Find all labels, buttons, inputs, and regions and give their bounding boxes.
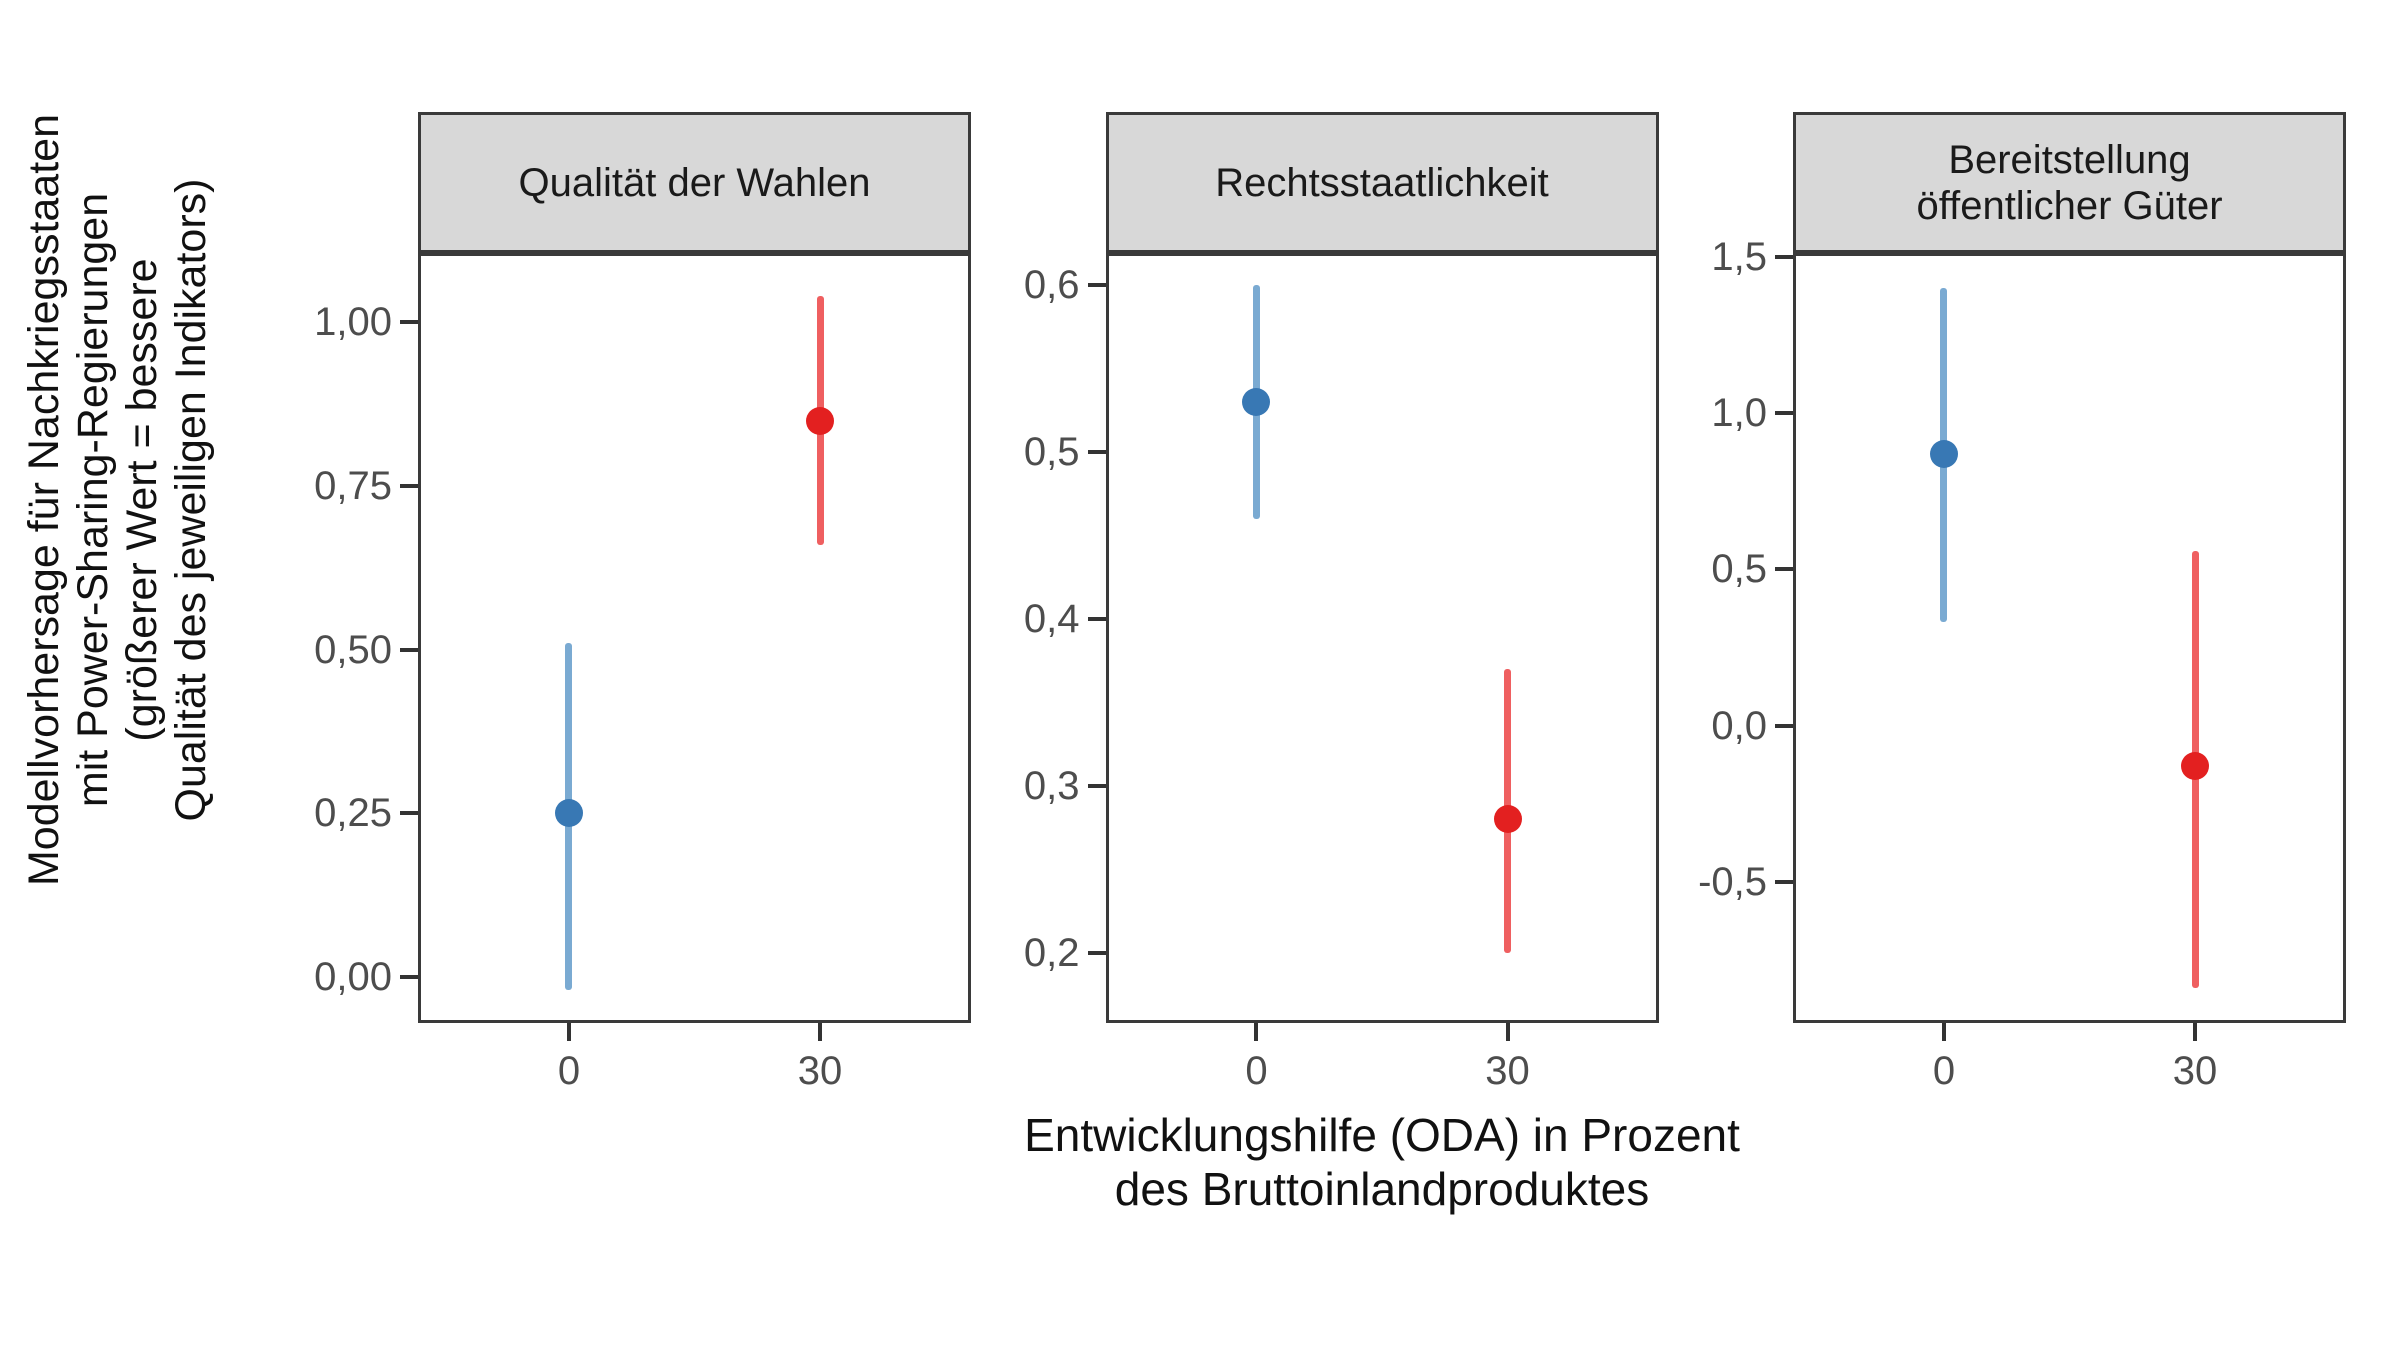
y-tick-mark (400, 484, 418, 489)
y-tick-label: 0,50 (314, 627, 392, 672)
y-axis-title: Modellvorhersage für Nachkriegsstaaten mi… (18, 60, 218, 940)
y-axis-title-line: Qualität des jeweiligen Indikators) (167, 178, 215, 822)
facet-plot-area (1105, 253, 1659, 1023)
y-tick-mark (400, 320, 418, 325)
x-tick-mark (818, 1023, 823, 1041)
y-tick-mark (1775, 723, 1793, 728)
facet-title-line: Bereitstellung (1948, 137, 2191, 182)
facet-title: Qualität der Wahlen (518, 160, 870, 206)
facet-header: Qualität der Wahlen (418, 112, 971, 253)
y-tick-label: 1,00 (314, 300, 392, 345)
facet-title: Rechtsstaatlichkeit (1215, 160, 1548, 206)
blue-point-estimate (1242, 387, 1271, 416)
y-axis-title-line: (größerer Wert = bessere (118, 258, 166, 742)
y-tick-mark (1087, 449, 1106, 454)
y-tick-mark (1087, 282, 1106, 287)
y-tick-label: 0,75 (314, 464, 392, 509)
y-tick-mark (400, 975, 418, 980)
y-tick-mark (1775, 411, 1793, 415)
x-tick-mark (1505, 1023, 1510, 1041)
x-tick-label: 0 (1245, 1049, 1268, 1093)
facet-title-line: Qualität der Wahlen (518, 160, 871, 205)
red-point-estimate (806, 406, 835, 435)
y-axis-title-line: mit Power-Sharing-Regierungen (69, 192, 117, 808)
y-tick-label: 0,5 (1711, 547, 1767, 592)
facet-plot-area (1793, 253, 2346, 1023)
y-tick-mark (1775, 254, 1793, 259)
x-tick-label: 0 (1932, 1049, 1956, 1093)
x-tick-mark (2193, 1023, 2198, 1041)
y-tick-label: 1,0 (1711, 391, 1767, 435)
x-tick-label: 30 (2172, 1049, 2218, 1093)
facet-title-line: Rechtsstaatlichkeit (1215, 160, 1549, 205)
x-tick-label: 30 (797, 1049, 843, 1093)
x-axis-title: Entwicklungshilfe (ODA) in Prozent des Br… (418, 1108, 2346, 1216)
red-point-estimate (2181, 752, 2210, 781)
x-tick-label: 0 (557, 1049, 581, 1093)
y-tick-mark (1775, 879, 1793, 884)
facet-title-line: öffentlicher Güter (1916, 183, 2223, 228)
y-tick-label: 0,5 (1023, 429, 1080, 474)
facet-header: Rechtsstaatlichkeit (1105, 112, 1659, 253)
blue-point-estimate (1929, 439, 1958, 468)
x-axis-title-line: Entwicklungshilfe (ODA) in Prozent (1024, 1109, 1740, 1161)
x-tick-mark (566, 1023, 571, 1041)
y-tick-mark (1087, 616, 1106, 621)
blue-point-estimate (554, 799, 583, 828)
x-tick-label: 30 (1485, 1049, 1530, 1093)
y-tick-label: 0,00 (314, 955, 392, 1000)
y-tick-mark (400, 811, 418, 816)
y-tick-label: 0,0 (1711, 703, 1767, 748)
y-tick-mark (1087, 950, 1106, 955)
x-tick-mark (1254, 1023, 1259, 1041)
y-tick-label: 0,4 (1023, 596, 1080, 641)
y-tick-label: -0,5 (1698, 859, 1767, 904)
y-tick-label: 0,3 (1023, 763, 1080, 808)
x-tick-mark (1941, 1023, 1946, 1041)
y-tick-mark (1087, 783, 1106, 788)
red-point-estimate (1493, 805, 1522, 834)
y-tick-mark (1775, 567, 1793, 572)
facet-title: Bereitstellung öffentlicher Güter (1916, 137, 2222, 229)
facet-header: Bereitstellung öffentlicher Güter (1793, 112, 2346, 253)
y-axis-title-line: Modellvorhersage für Nachkriegsstaaten (20, 114, 68, 887)
y-tick-mark (400, 647, 418, 652)
y-tick-label: 0,25 (314, 791, 392, 836)
facet-plot-area (418, 253, 971, 1023)
y-tick-label: 1,5 (1711, 234, 1767, 279)
y-tick-label: 0,6 (1023, 262, 1080, 307)
x-axis-title-line: des Bruttoinlandproduktes (1114, 1163, 1650, 1215)
y-tick-label: 0,2 (1023, 930, 1080, 975)
